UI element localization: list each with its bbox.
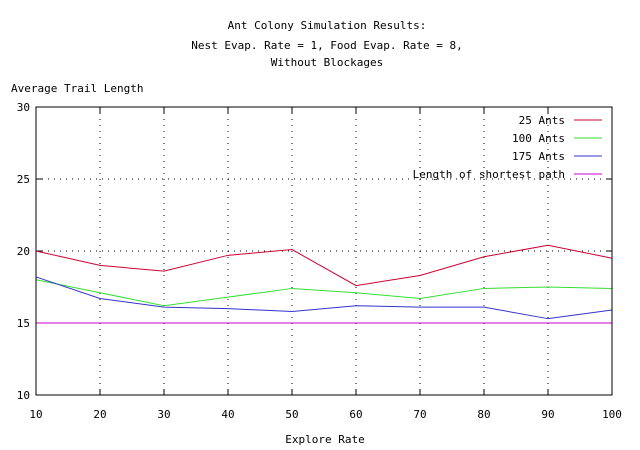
y-tick-label: 15 <box>17 317 30 330</box>
legend-label-0: 25 Ants <box>519 114 565 127</box>
legend-label-3: Length of shortest path <box>413 168 565 181</box>
series-lines <box>35 244 613 324</box>
y-tick-label: 20 <box>17 245 30 258</box>
x-tick-label: 70 <box>413 408 426 421</box>
x-tick-label: 20 <box>93 408 106 421</box>
series-line-0 <box>35 244 613 287</box>
legend-label-2: 175 Ants <box>512 150 565 163</box>
x-tick-label: 50 <box>285 408 298 421</box>
y-tick-label: 10 <box>17 389 30 402</box>
x-tick-label: 90 <box>541 408 554 421</box>
x-tick-label: 30 <box>157 408 170 421</box>
y-axis-label: Average Trail Length <box>11 82 143 95</box>
title-line-3: Without Blockages <box>271 56 384 69</box>
x-tick-label: 100 <box>602 408 622 421</box>
series-line-1 <box>35 279 613 307</box>
x-tick-label: 80 <box>477 408 490 421</box>
x-tick-label: 60 <box>349 408 362 421</box>
legend-label-1: 100 Ants <box>512 132 565 145</box>
y-tick-label: 25 <box>17 173 30 186</box>
title-line-1: Ant Colony Simulation Results: <box>228 19 427 32</box>
legend: 25 Ants 100 Ants 175 Ants Length of shortes… <box>413 114 602 181</box>
plot-frame <box>35 106 613 396</box>
y-tick-label: 30 <box>17 101 30 114</box>
x-axis-label: Explore Rate <box>285 433 364 446</box>
axis-ticks: 10 20 30 40 50 60 70 80 90 100 10 15 20 25 30 <box>17 101 622 421</box>
x-tick-label: 10 <box>29 408 42 421</box>
title-line-2: Nest Evap. Rate = 1, Food Evap. Rate = 8… <box>191 39 463 52</box>
chart-title: Ant Colony Simulation Results: Nest Evap… <box>191 19 463 69</box>
series-line-2 <box>35 276 613 320</box>
x-tick-label: 40 <box>221 408 234 421</box>
